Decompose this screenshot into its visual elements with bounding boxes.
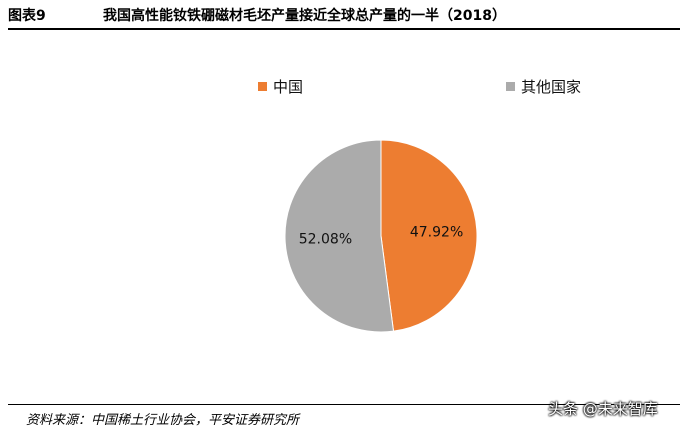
figure-number: 图表9 bbox=[8, 8, 46, 24]
legend-swatch-china bbox=[258, 82, 267, 91]
legend-swatch-other bbox=[506, 82, 515, 91]
pie-slice-china bbox=[380, 139, 478, 332]
bottom-rule bbox=[8, 404, 680, 405]
chart-legend: 中国 其他国家 bbox=[0, 76, 687, 98]
legend-item-other: 其他国家 bbox=[506, 76, 581, 97]
legend-label-other: 其他国家 bbox=[521, 78, 582, 96]
legend-item-china: 中国 bbox=[258, 76, 303, 97]
figure-header: 图表9 我国高性能钕铁硼磁材毛坯产量接近全球总产量的一半（2018） bbox=[0, 0, 687, 30]
figure-title: 我国高性能钕铁硼磁材毛坯产量接近全球总产量的一半（2018） bbox=[103, 8, 506, 24]
source-note: 资料来源：中国稀土行业协会，平安证券研究所 bbox=[26, 413, 300, 428]
watermark-text: 头条 @未来智库 bbox=[548, 400, 658, 418]
data-label-other: 52.08% bbox=[299, 232, 352, 248]
legend-label-china: 中国 bbox=[273, 78, 304, 96]
top-rule bbox=[8, 28, 680, 30]
data-label-china: 47.92% bbox=[410, 224, 463, 240]
pie-slice-other bbox=[284, 139, 395, 333]
